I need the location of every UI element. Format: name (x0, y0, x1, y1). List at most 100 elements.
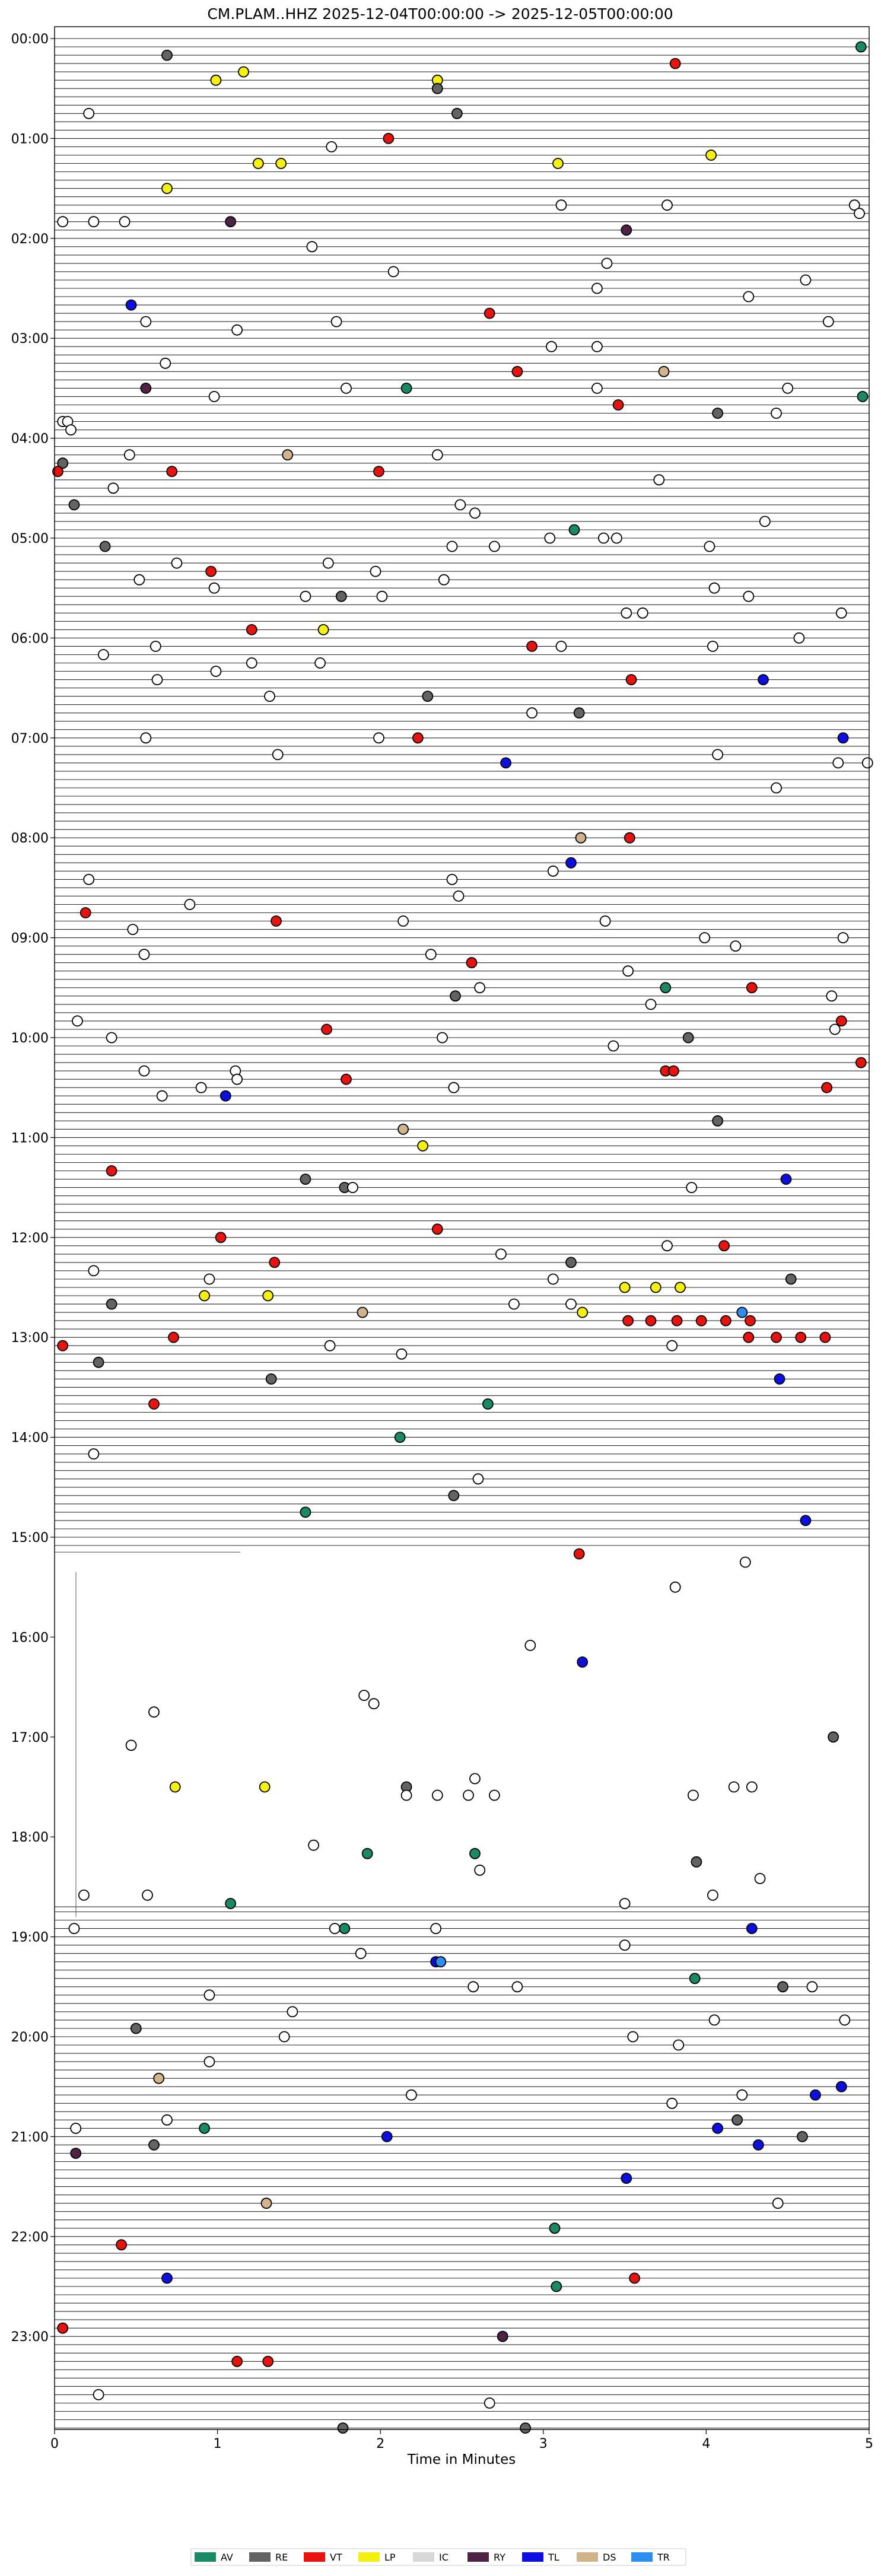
event-marker-lp (275, 158, 287, 169)
event-marker-re (450, 990, 461, 1002)
event-marker-ds (575, 832, 587, 844)
event-marker-re (691, 1856, 702, 1868)
event-marker-ic (704, 540, 715, 552)
event-marker-vt (668, 1065, 679, 1077)
event-marker-vt (431, 1223, 443, 1235)
event-marker-av (394, 1432, 406, 1443)
event-marker-ic (736, 2089, 748, 2101)
event-marker-ic (835, 607, 847, 619)
event-marker-ic (324, 1340, 336, 1351)
event-marker-ic (142, 1889, 153, 1901)
event-marker-lp (552, 158, 564, 169)
event-marker-lp (210, 74, 222, 86)
legend-swatch-ry (467, 2552, 489, 2562)
event-marker-ic (673, 2039, 685, 2051)
event-marker-vt (341, 1073, 352, 1085)
event-marker-ic (544, 532, 556, 544)
event-marker-av (857, 391, 869, 402)
event-marker-ic (565, 1298, 577, 1310)
x-tick-label: 3 (539, 2437, 548, 2451)
event-marker-tl (125, 299, 137, 311)
plot-frame (54, 26, 870, 2430)
event-marker-ic (469, 1773, 481, 1785)
event-marker-ic (730, 940, 742, 952)
event-marker-lp (317, 624, 329, 635)
event-marker-tl (161, 2272, 173, 2284)
event-marker-tr (435, 1956, 447, 1968)
event-marker-ic (611, 532, 622, 544)
event-marker-vt (669, 58, 681, 69)
event-marker-ic (97, 649, 109, 660)
event-marker-re (797, 2130, 808, 2142)
event-marker-ic (397, 915, 409, 927)
event-marker-ic (70, 2122, 82, 2134)
event-marker-tl (712, 2122, 723, 2134)
event-marker-ic (287, 2006, 298, 2018)
event-marker-ic (806, 1981, 818, 1993)
y-tick-label: 17:00 (11, 1731, 49, 1745)
event-marker-ic (300, 590, 311, 602)
event-marker-ic (708, 2014, 720, 2026)
event-marker-av (300, 1506, 311, 1518)
y-tick-label: 20:00 (11, 2030, 49, 2045)
event-marker-re (106, 1298, 117, 1310)
event-marker-ic (526, 707, 537, 719)
event-marker-ic (160, 357, 171, 369)
event-marker-ic (370, 565, 381, 577)
x-tick-label: 5 (865, 2437, 873, 2451)
event-marker-ic (484, 2397, 495, 2409)
event-marker-tl (835, 2081, 847, 2092)
event-marker-ic (832, 757, 844, 769)
event-marker-ry (140, 383, 152, 394)
event-marker-av (568, 524, 580, 536)
event-marker-ic (127, 924, 139, 935)
event-marker-av (689, 1973, 701, 1985)
event-marker-ic (489, 540, 500, 552)
event-marker-ic (669, 1581, 681, 1593)
event-marker-ic (454, 499, 466, 511)
event-marker-vt (269, 1257, 281, 1268)
event-marker-ic (133, 574, 145, 586)
event-marker-ic (771, 782, 782, 794)
y-tick-label: 01:00 (11, 132, 49, 147)
y-tick-label: 14:00 (11, 1431, 49, 1446)
event-marker-tl (810, 2089, 821, 2101)
event-marker-av (400, 383, 412, 394)
event-marker-vt (771, 1331, 782, 1343)
event-marker-ic (472, 1473, 484, 1485)
event-marker-ic (653, 474, 665, 486)
event-marker-ic (278, 2031, 290, 2043)
event-marker-tl (220, 1090, 231, 1102)
event-marker-ic (469, 507, 481, 519)
legend-label-av: AV (221, 2552, 233, 2563)
event-marker-vt (231, 2355, 243, 2367)
event-marker-re (265, 1373, 277, 1385)
event-marker-ic (621, 607, 632, 619)
legend-swatch-vt (304, 2552, 325, 2562)
event-marker-ic (837, 932, 849, 943)
event-marker-ic (306, 241, 318, 253)
event-marker-ic (203, 2056, 215, 2068)
event-marker-re (828, 1731, 839, 1743)
event-marker-ic (326, 141, 338, 152)
y-tick-label: 18:00 (11, 1830, 49, 1845)
event-marker-ic (203, 1273, 215, 1285)
event-marker-ic (861, 757, 873, 769)
legend-label-ry: RY (494, 2552, 505, 2563)
event-marker-vt (645, 1315, 657, 1327)
event-marker-re (520, 2422, 531, 2434)
event-marker-ic (637, 607, 648, 619)
event-marker-ic (854, 208, 865, 220)
event-marker-ds (260, 2197, 272, 2209)
event-marker-ic (106, 1032, 117, 1044)
event-marker-vt (612, 399, 624, 411)
event-marker-ic (148, 1706, 160, 1718)
event-marker-vt (205, 565, 217, 577)
legend-swatch-ds (577, 2552, 598, 2562)
event-marker-ic (608, 1040, 619, 1052)
event-marker-vt (821, 1082, 832, 1093)
event-marker-re (93, 1356, 104, 1368)
event-marker-ic (800, 274, 812, 286)
event-marker-re (785, 1273, 797, 1285)
